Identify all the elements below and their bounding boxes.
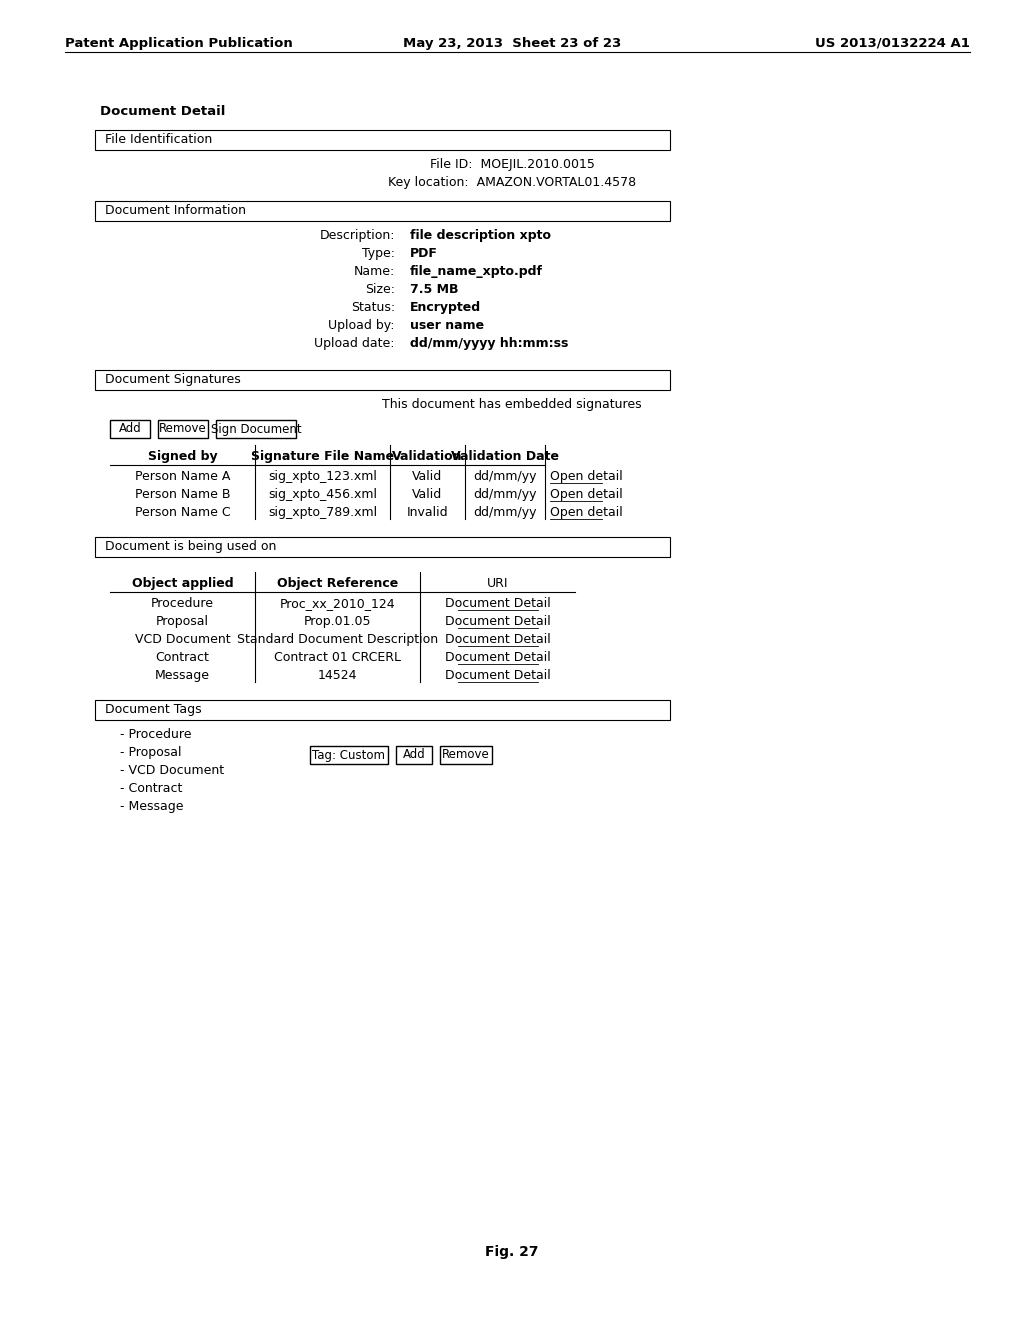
Text: Document Signatures: Document Signatures <box>105 374 241 385</box>
Text: user name: user name <box>410 319 484 333</box>
Text: Document Tags: Document Tags <box>105 704 202 715</box>
Text: Document Information: Document Information <box>105 205 246 216</box>
Text: Fig. 27: Fig. 27 <box>485 1245 539 1259</box>
Text: Message: Message <box>155 669 210 682</box>
Text: VCD Document: VCD Document <box>135 634 230 645</box>
Text: Prop.01.05: Prop.01.05 <box>304 615 372 628</box>
Text: Open detail: Open detail <box>550 488 623 502</box>
Text: Remove: Remove <box>159 422 207 436</box>
Text: Signature File Name: Signature File Name <box>251 450 394 463</box>
Text: Signed by: Signed by <box>147 450 217 463</box>
Text: - VCD Document: - VCD Document <box>120 764 224 777</box>
Text: Document Detail: Document Detail <box>444 615 550 628</box>
Text: Standard Document Description: Standard Document Description <box>237 634 438 645</box>
Text: Procedure: Procedure <box>151 597 214 610</box>
Text: Upload by:: Upload by: <box>329 319 395 333</box>
Text: dd/mm/yyyy hh:mm:ss: dd/mm/yyyy hh:mm:ss <box>410 337 568 350</box>
Text: Document is being used on: Document is being used on <box>105 540 276 553</box>
Text: Open detail: Open detail <box>550 506 623 519</box>
Text: Valid: Valid <box>413 470 442 483</box>
Text: Type:: Type: <box>362 247 395 260</box>
Text: Document Detail: Document Detail <box>444 669 550 682</box>
Text: Proc_xx_2010_124: Proc_xx_2010_124 <box>280 597 395 610</box>
Text: dd/mm/yy: dd/mm/yy <box>473 470 537 483</box>
Text: Document Detail: Document Detail <box>444 634 550 645</box>
Bar <box>95 370 670 389</box>
Text: file_name_xpto.pdf: file_name_xpto.pdf <box>410 265 543 279</box>
Text: PDF: PDF <box>410 247 438 260</box>
Text: Invalid: Invalid <box>407 506 449 519</box>
Text: Object Reference: Object Reference <box>276 577 398 590</box>
Text: Validation: Validation <box>392 450 463 463</box>
Bar <box>95 700 670 719</box>
Text: Person Name C: Person Name C <box>135 506 230 519</box>
Text: Status:: Status: <box>351 301 395 314</box>
Text: Person Name B: Person Name B <box>135 488 230 502</box>
Text: URI: URI <box>486 577 508 590</box>
Text: This document has embedded signatures: This document has embedded signatures <box>382 399 642 411</box>
Text: 7.5 MB: 7.5 MB <box>410 282 459 296</box>
Text: Description:: Description: <box>319 228 395 242</box>
Text: Add: Add <box>119 422 141 436</box>
Bar <box>396 746 432 764</box>
Text: May 23, 2013  Sheet 23 of 23: May 23, 2013 Sheet 23 of 23 <box>402 37 622 50</box>
Bar <box>95 537 670 557</box>
Text: Valid: Valid <box>413 488 442 502</box>
Text: - Proposal: - Proposal <box>120 746 181 759</box>
Text: Open detail: Open detail <box>550 470 623 483</box>
Text: file description xpto: file description xpto <box>410 228 551 242</box>
Text: File ID:  MOEJIL.2010.0015: File ID: MOEJIL.2010.0015 <box>429 158 595 172</box>
Text: Document Detail: Document Detail <box>444 651 550 664</box>
Text: Person Name A: Person Name A <box>135 470 230 483</box>
Text: Encrypted: Encrypted <box>410 301 481 314</box>
Bar <box>110 420 150 438</box>
Text: Upload date:: Upload date: <box>314 337 395 350</box>
Text: File Identification: File Identification <box>105 133 212 147</box>
Text: Contract 01 CRCERL: Contract 01 CRCERL <box>274 651 401 664</box>
Text: sig_xpto_456.xml: sig_xpto_456.xml <box>268 488 377 502</box>
Text: Document Detail: Document Detail <box>100 106 225 117</box>
Text: - Contract: - Contract <box>120 781 182 795</box>
Text: Remove: Remove <box>442 748 489 762</box>
Text: dd/mm/yy: dd/mm/yy <box>473 488 537 502</box>
Bar <box>310 746 388 764</box>
Text: Patent Application Publication: Patent Application Publication <box>65 37 293 50</box>
Text: 14524: 14524 <box>317 669 357 682</box>
Text: Tag: Custom: Tag: Custom <box>312 748 385 762</box>
Text: - Procedure: - Procedure <box>120 729 191 741</box>
Bar <box>440 746 492 764</box>
Text: Sign Document: Sign Document <box>211 422 301 436</box>
Text: - Message: - Message <box>120 800 183 813</box>
Bar <box>216 420 296 438</box>
Text: Size:: Size: <box>365 282 395 296</box>
Text: dd/mm/yy: dd/mm/yy <box>473 506 537 519</box>
Text: Proposal: Proposal <box>156 615 209 628</box>
Text: Add: Add <box>402 748 425 762</box>
Text: Name:: Name: <box>353 265 395 279</box>
Text: Contract: Contract <box>156 651 210 664</box>
Text: sig_xpto_123.xml: sig_xpto_123.xml <box>268 470 377 483</box>
Bar <box>95 129 670 150</box>
Text: Validation Date: Validation Date <box>451 450 559 463</box>
Text: US 2013/0132224 A1: US 2013/0132224 A1 <box>815 37 970 50</box>
Text: Key location:  AMAZON.VORTAL01.4578: Key location: AMAZON.VORTAL01.4578 <box>388 176 636 189</box>
Bar <box>95 201 670 220</box>
Text: Object applied: Object applied <box>132 577 233 590</box>
Text: Document Detail: Document Detail <box>444 597 550 610</box>
Text: sig_xpto_789.xml: sig_xpto_789.xml <box>268 506 377 519</box>
Bar <box>158 420 208 438</box>
